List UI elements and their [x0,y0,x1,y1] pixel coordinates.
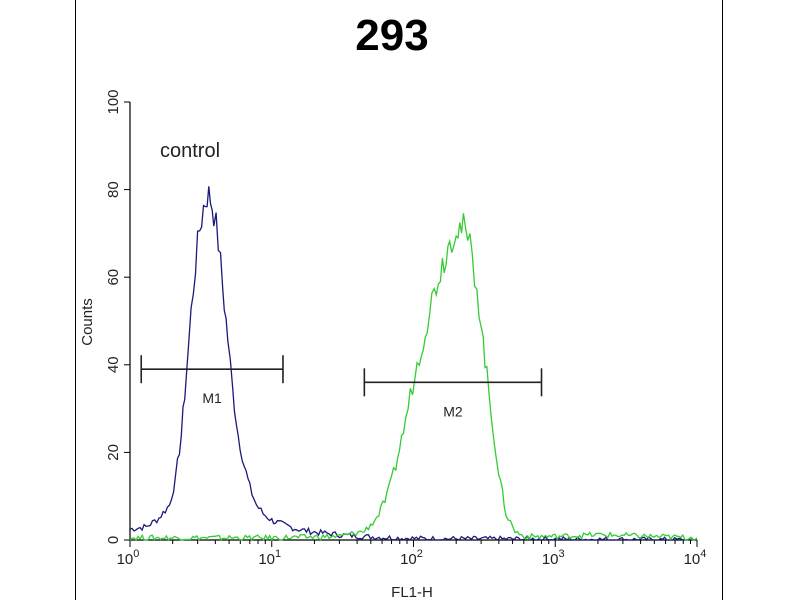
y-tick-label: 0 [105,536,122,544]
y-tick-label: 100 [105,89,122,114]
control-annotation: control [160,140,220,162]
y-tick-label: 60 [105,269,122,286]
gate-markers: M1 M2 [140,355,543,419]
y-tick-label: 40 [105,356,122,373]
x-tick-label: 104 [684,548,707,568]
x-tick-label: 100 [117,548,140,568]
gate-label: M2 [443,403,463,419]
x-tick-label: 102 [400,548,423,568]
axes: 0 20 40 60 80 100 100 101 102 103 104 [105,89,706,568]
y-tick-label: 80 [105,181,122,198]
x-axis-label: FL1-H [391,584,433,600]
series-layer [129,186,698,542]
figure-frame [75,0,723,600]
y-axis-label: Counts [79,298,96,346]
histogram-series-2 [129,213,698,542]
gate-label: M1 [202,390,222,406]
x-tick-label: 101 [258,548,281,568]
chart-title: 293 [355,11,428,60]
histogram-series-1 [129,186,697,542]
x-tick-label: 103 [542,548,565,568]
y-tick-label: 20 [105,444,122,461]
